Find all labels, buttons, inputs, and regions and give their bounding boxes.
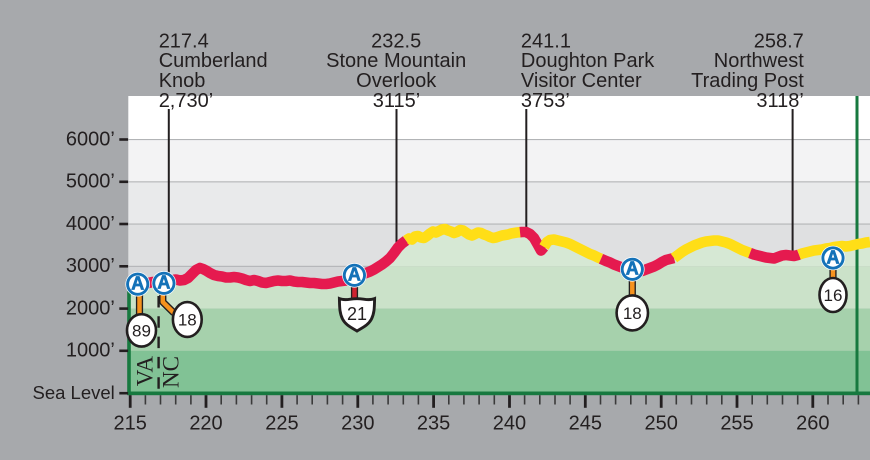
svg-text:215: 215	[114, 413, 147, 435]
svg-text:A: A	[157, 273, 170, 293]
svg-text:235: 235	[417, 413, 450, 435]
svg-text:16: 16	[824, 286, 843, 305]
svg-text:18: 18	[178, 311, 197, 330]
svg-text:A: A	[131, 274, 144, 294]
svg-text:89: 89	[132, 322, 151, 341]
svg-text:A: A	[348, 265, 361, 285]
svg-text:260: 260	[796, 413, 829, 435]
svg-text:217.4: 217.4	[159, 31, 209, 53]
svg-text:Cumberland: Cumberland	[159, 50, 268, 72]
svg-text:4000’: 4000’	[66, 213, 115, 235]
svg-text:6000’: 6000’	[66, 128, 115, 150]
svg-text:3118’: 3118’	[756, 90, 803, 112]
svg-text:250: 250	[645, 413, 678, 435]
svg-text:241.1: 241.1	[521, 31, 571, 53]
svg-text:225: 225	[265, 413, 298, 435]
svg-text:21: 21	[347, 304, 367, 324]
svg-text:A: A	[827, 247, 840, 267]
svg-text:A: A	[626, 259, 639, 279]
svg-text:220: 220	[189, 413, 222, 435]
svg-text:3115’: 3115’	[373, 90, 420, 112]
svg-text:1000’: 1000’	[66, 340, 115, 362]
svg-text:Doughton Park: Doughton Park	[521, 50, 655, 72]
svg-text:NC: NC	[158, 356, 183, 388]
svg-text:Sea Level: Sea Level	[33, 382, 115, 403]
svg-text:3753’: 3753’	[521, 90, 570, 112]
svg-text:230: 230	[341, 413, 374, 435]
svg-text:3000’: 3000’	[66, 255, 115, 277]
svg-text:5000’: 5000’	[66, 171, 115, 193]
svg-text:Stone Mountain: Stone Mountain	[326, 50, 466, 72]
svg-text:2,730’: 2,730’	[159, 90, 214, 112]
svg-text:232.5: 232.5	[371, 31, 421, 53]
svg-text:Visitor Center: Visitor Center	[521, 70, 642, 92]
svg-text:18: 18	[623, 304, 642, 323]
svg-text:Overlook: Overlook	[356, 70, 437, 92]
svg-text:Northwest: Northwest	[714, 50, 804, 72]
svg-text:255: 255	[720, 413, 753, 435]
svg-text:VA: VA	[132, 356, 157, 387]
svg-text:Knob: Knob	[159, 70, 206, 92]
svg-text:245: 245	[569, 413, 602, 435]
svg-text:240: 240	[493, 413, 526, 435]
svg-text:2000’: 2000’	[66, 298, 115, 320]
svg-text:258.7: 258.7	[754, 31, 804, 53]
svg-text:Trading Post: Trading Post	[691, 70, 804, 92]
